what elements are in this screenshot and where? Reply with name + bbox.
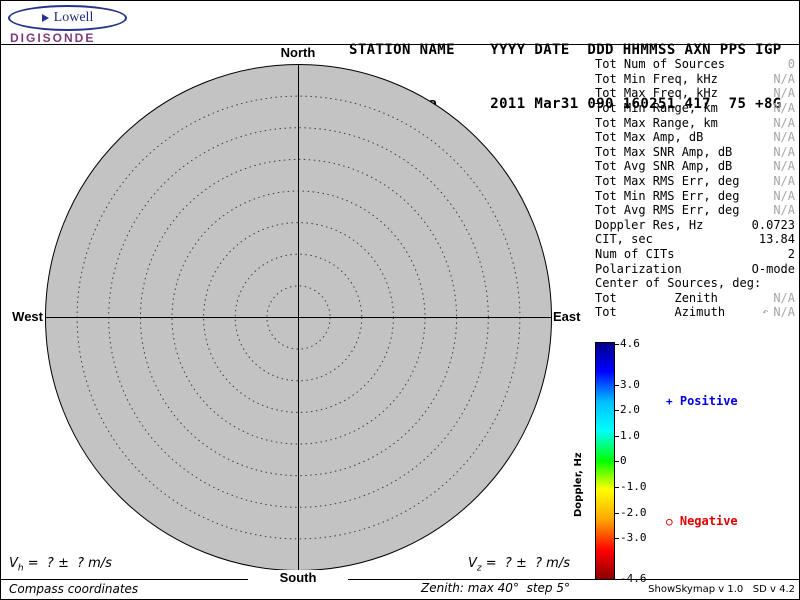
stat-label: Tot Zenith	[595, 290, 718, 305]
stat-value: N/A	[773, 86, 795, 101]
stat-row: Tot Azimuth ↶ N/A	[595, 305, 795, 320]
vh-subscript: h	[17, 563, 24, 574]
stat-row: Tot Min Range, km N/A	[595, 101, 795, 116]
stat-value: N/A	[773, 159, 795, 174]
stat-row: Tot Max Range, km N/A	[595, 115, 795, 130]
stat-row: Tot Zenith N/A	[595, 291, 795, 306]
colorbar-tick: 1.0	[614, 430, 656, 442]
vz-value: = ? ± ? m/s	[481, 556, 570, 571]
stat-value: O-mode	[751, 261, 795, 276]
stat-row: Tot Avg SNR Amp, dB N/A	[595, 159, 795, 174]
software-version: ShowSkymap v 1.0 SD v 4.2	[648, 584, 795, 595]
positive-doppler-key: + Positive	[666, 394, 738, 408]
stat-row: Tot Num of Sources 0	[595, 57, 795, 72]
stat-row: Tot Avg RMS Err, deg N/A	[595, 203, 795, 218]
lowell-brand-text: Lowell	[53, 10, 94, 25]
stat-value: N/A	[773, 305, 795, 320]
zenith-scale-note: Zenith: max 40° step 5°	[421, 581, 570, 595]
stat-value: N/A	[773, 130, 795, 145]
compass-label-south: South	[248, 570, 348, 585]
vertical-velocity-readout: Vz = ? ± ? m/s	[468, 556, 570, 574]
stat-row: Doppler Res, Hz 0.0723	[595, 218, 795, 233]
stat-value: N/A	[773, 101, 795, 116]
stat-value: N/A	[773, 174, 795, 189]
compass-label-west: West	[12, 309, 43, 324]
stat-label: Tot Avg SNR Amp, dB	[595, 159, 733, 174]
colorbar-tick: 3.0	[614, 379, 656, 391]
stat-row: CIT, sec 13.84	[595, 232, 795, 247]
stat-label: Doppler Res, Hz	[595, 217, 704, 232]
stat-label: Center of Sources, deg:	[595, 276, 762, 291]
stat-value: N/A	[773, 115, 795, 130]
stat-label: Tot Num of Sources	[595, 57, 726, 72]
digisonde-wordmark: DIGISONDE	[10, 31, 96, 45]
vh-value: = ? ± ? m/s	[23, 556, 112, 571]
lowell-flag-icon	[41, 14, 49, 22]
stat-value: N/A	[773, 203, 795, 218]
stat-value: N/A	[773, 71, 795, 86]
doppler-colorbar-label: Doppler, Hz	[573, 452, 584, 517]
stat-row: Tot Max Freq, kHz N/A	[595, 86, 795, 101]
stat-label: Tot Avg RMS Err, deg	[595, 203, 740, 218]
stat-value: N/A	[773, 188, 795, 203]
colorbar-tick: -3.0	[614, 532, 656, 544]
stat-row: Num of CITs 2	[595, 247, 795, 262]
positive-label: Positive	[672, 394, 738, 408]
stat-row: Tot Min RMS Err, deg N/A	[595, 188, 795, 203]
circle-marker-icon: ○	[666, 515, 673, 528]
vz-symbol: V	[468, 556, 477, 571]
stat-row: Tot Max RMS Err, deg N/A	[595, 174, 795, 189]
stat-value: N/A	[773, 144, 795, 159]
colorbar-tick: 2.0	[614, 404, 656, 416]
compass-label-east: East	[553, 309, 581, 324]
header-columns-row: STATION NAME YYYY DATE DDD HHMMSS AXN PP…	[349, 42, 782, 58]
stat-value: 2	[787, 247, 795, 262]
compass-label-north: North	[280, 45, 316, 60]
stat-row: Polarization O-mode	[595, 261, 795, 276]
colorbar-tick: 4.6	[614, 338, 656, 350]
stat-label: Tot Max Freq, kHz	[595, 86, 718, 101]
stat-value: 0	[787, 57, 795, 72]
stat-row: Tot Min Freq, kHz N/A	[595, 72, 795, 87]
stat-row: Center of Sources, deg:	[595, 276, 795, 291]
skymap-polar-plot	[45, 64, 552, 571]
stat-label: Polarization	[595, 261, 682, 276]
stat-label: Tot Min Range, km	[595, 101, 718, 116]
vz-subscript: z	[476, 563, 482, 574]
colorbar-tick: -1.0	[614, 481, 656, 493]
horizontal-velocity-readout: Vh = ? ± ? m/s	[9, 556, 112, 574]
header-divider	[1, 44, 799, 45]
stat-label: Tot Max SNR Amp, dB	[595, 144, 733, 159]
coordinates-note: Compass coordinates	[9, 582, 139, 596]
stat-label: Tot Max Amp, dB	[595, 130, 704, 145]
stat-label: Tot Max RMS Err, deg	[595, 174, 740, 189]
plus-marker-icon: +	[666, 395, 673, 408]
station-header: STATION NAME YYYY DATE DDD HHMMSS AXN PP…	[349, 5, 782, 149]
stat-label: CIT, sec	[595, 232, 653, 247]
doppler-colorbar	[595, 342, 615, 580]
colorbar-tick: 0	[614, 455, 656, 467]
stat-value: N/A	[773, 290, 795, 305]
stat-label: Tot Max Range, km	[595, 115, 718, 130]
azimuth-arrow-icon: ↶	[762, 306, 769, 318]
footer-divider	[1, 579, 799, 580]
negative-doppler-key: ○ Negative	[666, 514, 738, 528]
stat-value: 0.0723	[751, 217, 795, 232]
vh-symbol: V	[9, 556, 18, 571]
negative-label: Negative	[672, 514, 738, 528]
stat-row: Tot Max SNR Amp, dB N/A	[595, 145, 795, 160]
stat-label: Tot Azimuth	[595, 305, 726, 320]
stat-label: Tot Min RMS Err, deg	[595, 188, 740, 203]
stat-label: Num of CITs	[595, 247, 675, 262]
lowell-logo: Lowell	[8, 5, 127, 31]
colorbar-tick: -2.0	[614, 507, 656, 519]
stat-row: Tot Max Amp, dB N/A	[595, 130, 795, 145]
stat-label: Tot Min Freq, kHz	[595, 71, 718, 86]
totals-panel: Tot Num of Sources 0 Tot Min Freq, kHz N/A…	[595, 57, 795, 320]
stat-value: 13.84	[758, 232, 795, 247]
